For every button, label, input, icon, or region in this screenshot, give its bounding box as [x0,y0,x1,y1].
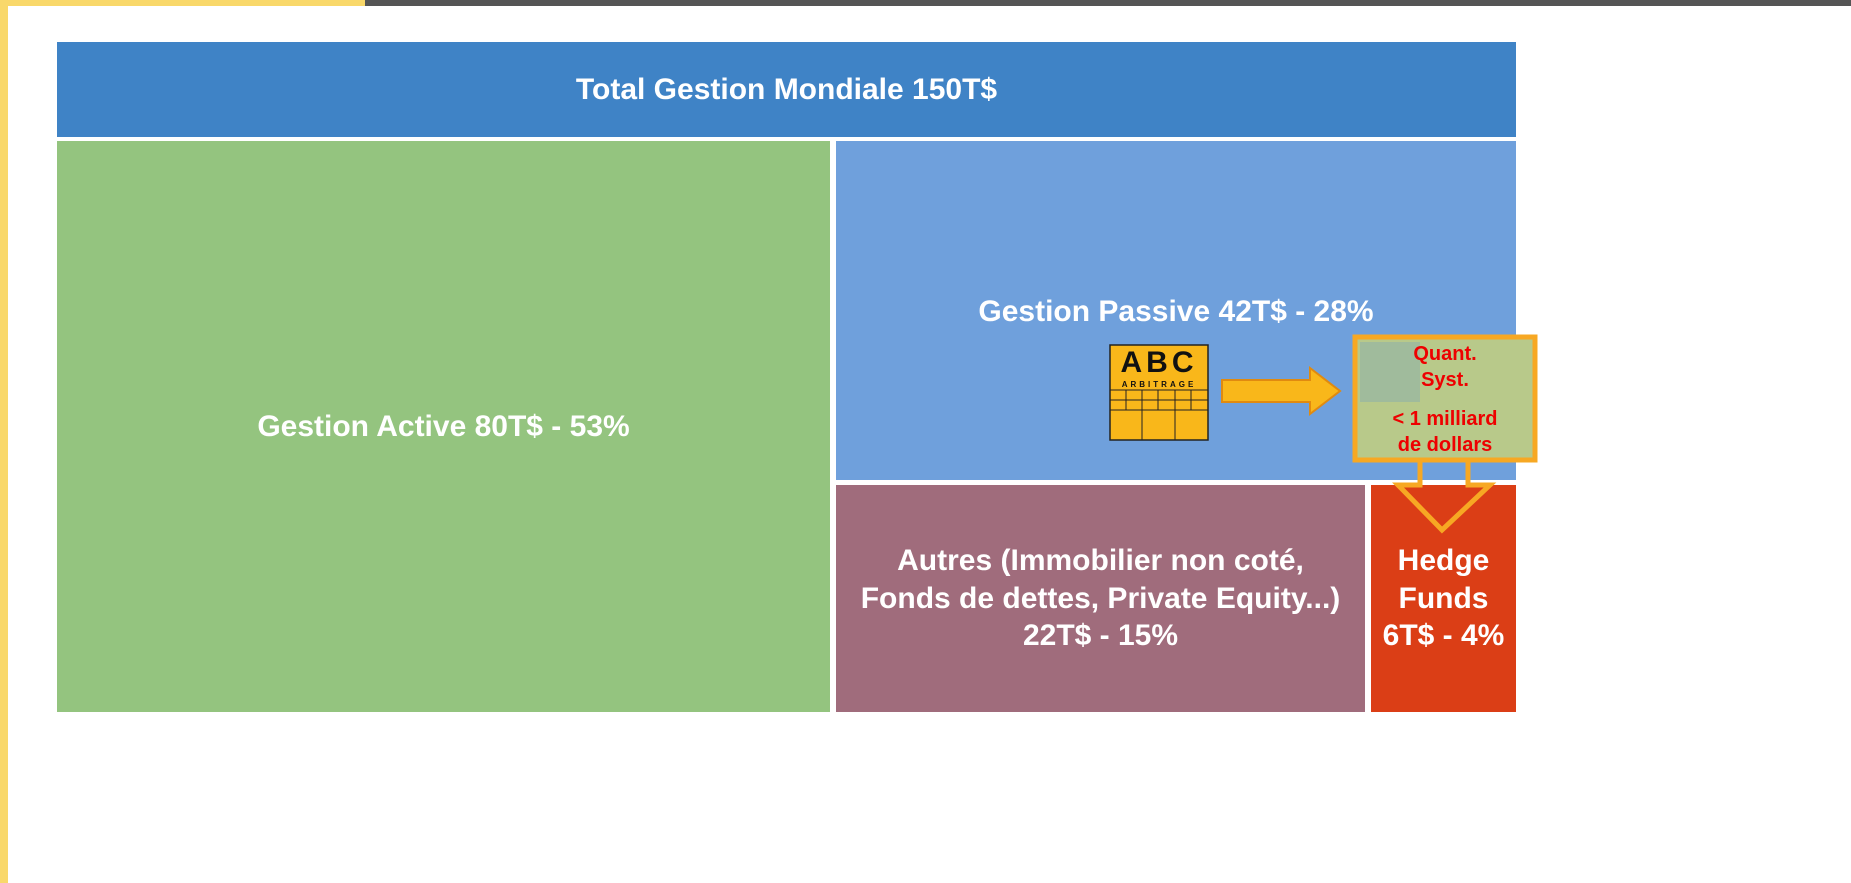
block-label: Gestion Active 80T$ - 53% [257,409,630,443]
arrow [1221,365,1342,417]
hedge-block: Hedge Funds 6T$ - 4% [1371,485,1516,712]
header-title: Total Gestion Mondiale 150T$ [575,72,998,106]
callout-line: Quant. [1413,343,1476,365]
logo-letters: ABC [1121,346,1198,379]
callout-line: < 1 milliard [1392,408,1497,430]
block-label: Gestion Passive 42T$ - 28% [978,295,1374,328]
active-block: Gestion Active 80T$ - 53% [57,141,830,712]
top-border-gray [365,0,1851,6]
callout-line: Syst. [1421,369,1469,391]
logo: ABC ARBITRAGE [1109,344,1209,441]
other-block: Autres (Immobilier non coté, Fonds de de… [836,485,1365,712]
block-label: Hedge Funds 6T$ - 4% [1382,544,1505,653]
block-label: Autres (Immobilier non coté, Fonds de de… [860,544,1341,653]
callout-text: Quant. Syst. < 1 milliard de dollars [1392,343,1497,456]
top-border-yellow [0,0,365,6]
header-block: Total Gestion Mondiale 150T$ [57,42,1516,137]
callout-line: de dollars [1398,434,1492,456]
logo-subtitle: ARBITRAGE [1122,380,1197,389]
left-border [0,0,8,883]
down-arrow [1392,462,1497,534]
